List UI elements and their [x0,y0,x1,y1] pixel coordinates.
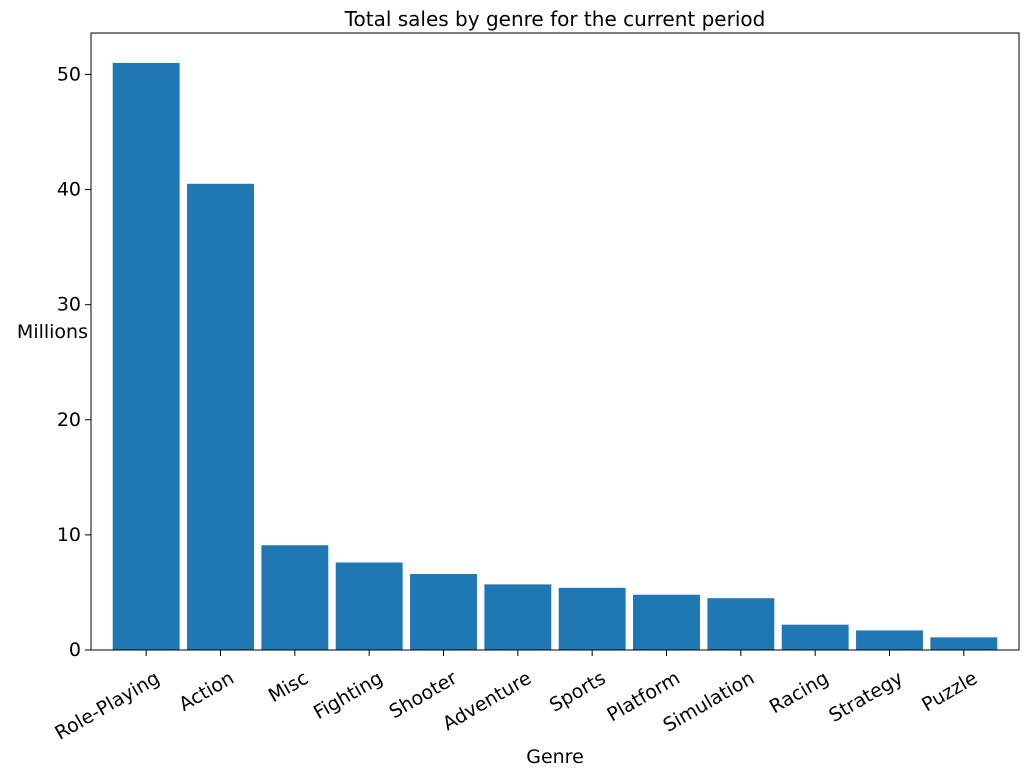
chart-title: Total sales by genre for the current per… [344,7,766,31]
bar-misc [261,545,329,650]
y-tick-label: 30 [57,294,81,316]
bar-action [187,183,254,651]
bar-platform [633,594,700,650]
bar-puzzle [930,637,998,650]
x-axis: Role-Playing Action MiscFightingShooterAdv… [51,650,981,745]
x-tick-label: Sports [546,667,610,717]
x-tick-label: Role-Playing [51,667,163,744]
y-axis: 0 10 20 30 40 50 [57,63,91,661]
y-tick-label: 40 [57,179,81,201]
bar-role-playing [112,62,180,651]
bar-shooter [410,574,477,650]
x-axis-title: Genre [526,746,584,768]
bar-fighting [335,562,403,650]
y-tick-label: 10 [57,524,81,546]
y-tick-label: 0 [69,639,81,661]
y-tick-label: 20 [57,409,81,431]
y-tick-label: 50 [57,63,81,85]
bar-strategy [856,630,923,650]
x-tick-label: Fighting [310,667,387,724]
x-tick-label: Strategy [825,667,907,727]
bar-simulation [707,598,775,650]
plot-frame [90,32,1020,651]
x-tick-label: Misc [265,667,312,707]
x-tick-label: Action [175,667,238,716]
y-axis-title: Millions [17,321,88,343]
bar-racing [781,624,849,650]
x-tick-label: Racing [766,667,833,718]
x-tick-label: Puzzle [918,667,981,716]
bar-sports [558,587,626,650]
bars-group [112,62,998,651]
bar-adventure [484,584,552,650]
